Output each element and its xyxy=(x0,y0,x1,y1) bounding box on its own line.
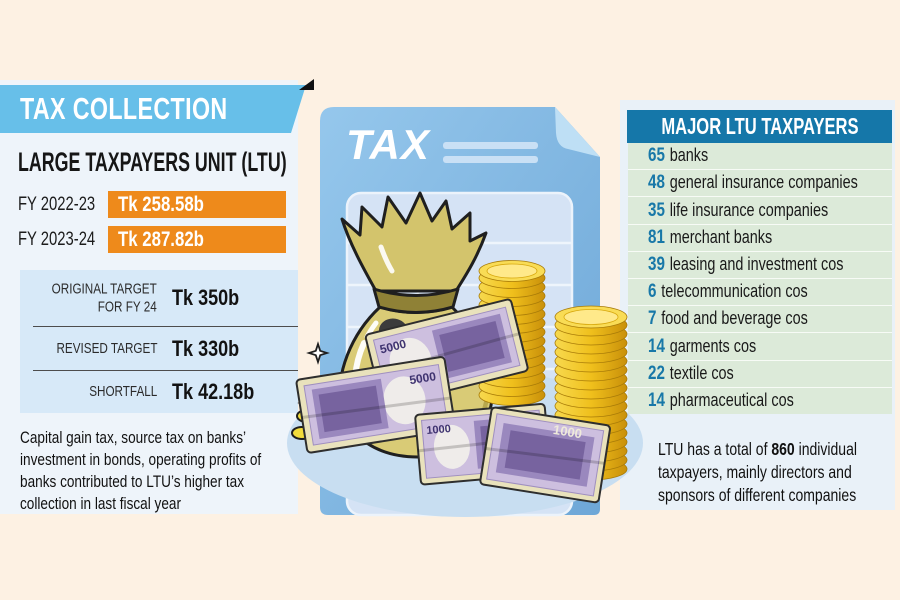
target-original-label: ORIGINAL TARGET FOR FY 24 xyxy=(51,280,157,315)
count: 39 xyxy=(648,253,665,275)
count: 48 xyxy=(648,172,665,194)
count: 14 xyxy=(648,335,665,357)
list-item: 7 food and beverage cos xyxy=(628,306,892,334)
target-row-revised: REVISED TARGET Tk 330b xyxy=(20,327,298,370)
label: general insurance companies xyxy=(669,172,858,193)
money-illustration: TAX xyxy=(287,107,643,517)
count: 65 xyxy=(648,145,665,167)
list-item: 35 life insurance companies xyxy=(628,197,892,225)
svg-text:5000: 5000 xyxy=(408,369,437,387)
left-caption: Capital gain tax, source tax on banks’ i… xyxy=(20,428,262,514)
list-item: 48 general insurance companies xyxy=(628,170,892,198)
right-panel-header: MAJOR LTU TAXPAYERS xyxy=(627,110,892,143)
fy-2022-23-value: Tk 258.58b xyxy=(118,192,204,216)
label: leasing and investment cos xyxy=(669,253,844,274)
target-shortfall-value: Tk 42.18b xyxy=(172,379,255,404)
title-banner: TAX COLLECTION xyxy=(0,85,306,133)
list-item: 65 banks xyxy=(628,143,892,171)
document-line xyxy=(443,142,538,149)
count: 14 xyxy=(648,389,665,411)
fy-2023-24-bar: Tk 287.82b xyxy=(108,226,286,253)
label: pharmaceutical cos xyxy=(669,389,794,410)
svg-text:1000: 1000 xyxy=(426,423,451,437)
target-row-original: ORIGINAL TARGET FOR FY 24 Tk 350b xyxy=(20,270,298,326)
label: food and beverage cos xyxy=(661,308,808,329)
fy-2022-23-label: FY 2022-23 xyxy=(18,194,96,215)
right-footnote: LTU has a total of 860 individual taxpay… xyxy=(658,439,857,505)
target-row-shortfall: SHORTFALL Tk 42.18b xyxy=(20,371,298,413)
document-line xyxy=(443,156,538,163)
target-shortfall-label: SHORTFALL xyxy=(88,383,157,401)
count: 35 xyxy=(648,199,665,221)
label: life insurance companies xyxy=(669,199,829,220)
label: garments cos xyxy=(669,335,757,356)
fy-2022-23-bar: Tk 258.58b xyxy=(108,191,286,218)
fy-2023-24-label: FY 2023-24 xyxy=(18,229,96,250)
target-revised-label: REVISED TARGET xyxy=(56,339,157,357)
count: 6 xyxy=(648,281,657,303)
banknote: 1000 xyxy=(479,406,611,504)
label: telecommunication cos xyxy=(661,281,808,302)
document-title: TAX xyxy=(346,121,432,168)
label: banks xyxy=(669,145,709,166)
individual-taxpayers-count: 860 xyxy=(771,439,795,459)
list-item: 6 telecommunication cos xyxy=(628,279,892,307)
count: 81 xyxy=(648,226,665,248)
divider xyxy=(33,326,298,327)
list-item: 39 leasing and investment cos xyxy=(628,252,892,280)
list-item: 14 pharmaceutical cos xyxy=(628,388,892,414)
page-title: TAX COLLECTION xyxy=(20,91,228,126)
divider xyxy=(33,370,298,371)
label: textile cos xyxy=(669,362,734,383)
list-item: 22 textile cos xyxy=(628,361,892,388)
target-revised-value: Tk 330b xyxy=(172,335,240,361)
section-heading: LARGE TAXPAYERS UNIT (LTU) xyxy=(18,147,287,177)
banner-fold-triangle-icon xyxy=(299,79,314,90)
list-item: 14 garments cos xyxy=(628,333,892,361)
right-panel-title: MAJOR LTU TAXPAYERS xyxy=(660,113,859,139)
svg-text:5000: 5000 xyxy=(378,336,408,356)
count: 7 xyxy=(648,308,657,330)
list-item: 81 merchant banks xyxy=(628,225,892,252)
fy-2023-24-value: Tk 287.82b xyxy=(118,227,204,251)
count: 22 xyxy=(648,362,665,384)
label: merchant banks xyxy=(669,226,773,247)
target-original-value: Tk 350b xyxy=(172,285,240,310)
document-fold xyxy=(555,107,600,157)
targets-box: ORIGINAL TARGET FOR FY 24 Tk 350b REVISE… xyxy=(20,270,298,413)
taxpayers-list: 65 banks 48 general insurance companies 35… xyxy=(628,143,892,414)
svg-text:1000: 1000 xyxy=(552,422,583,441)
